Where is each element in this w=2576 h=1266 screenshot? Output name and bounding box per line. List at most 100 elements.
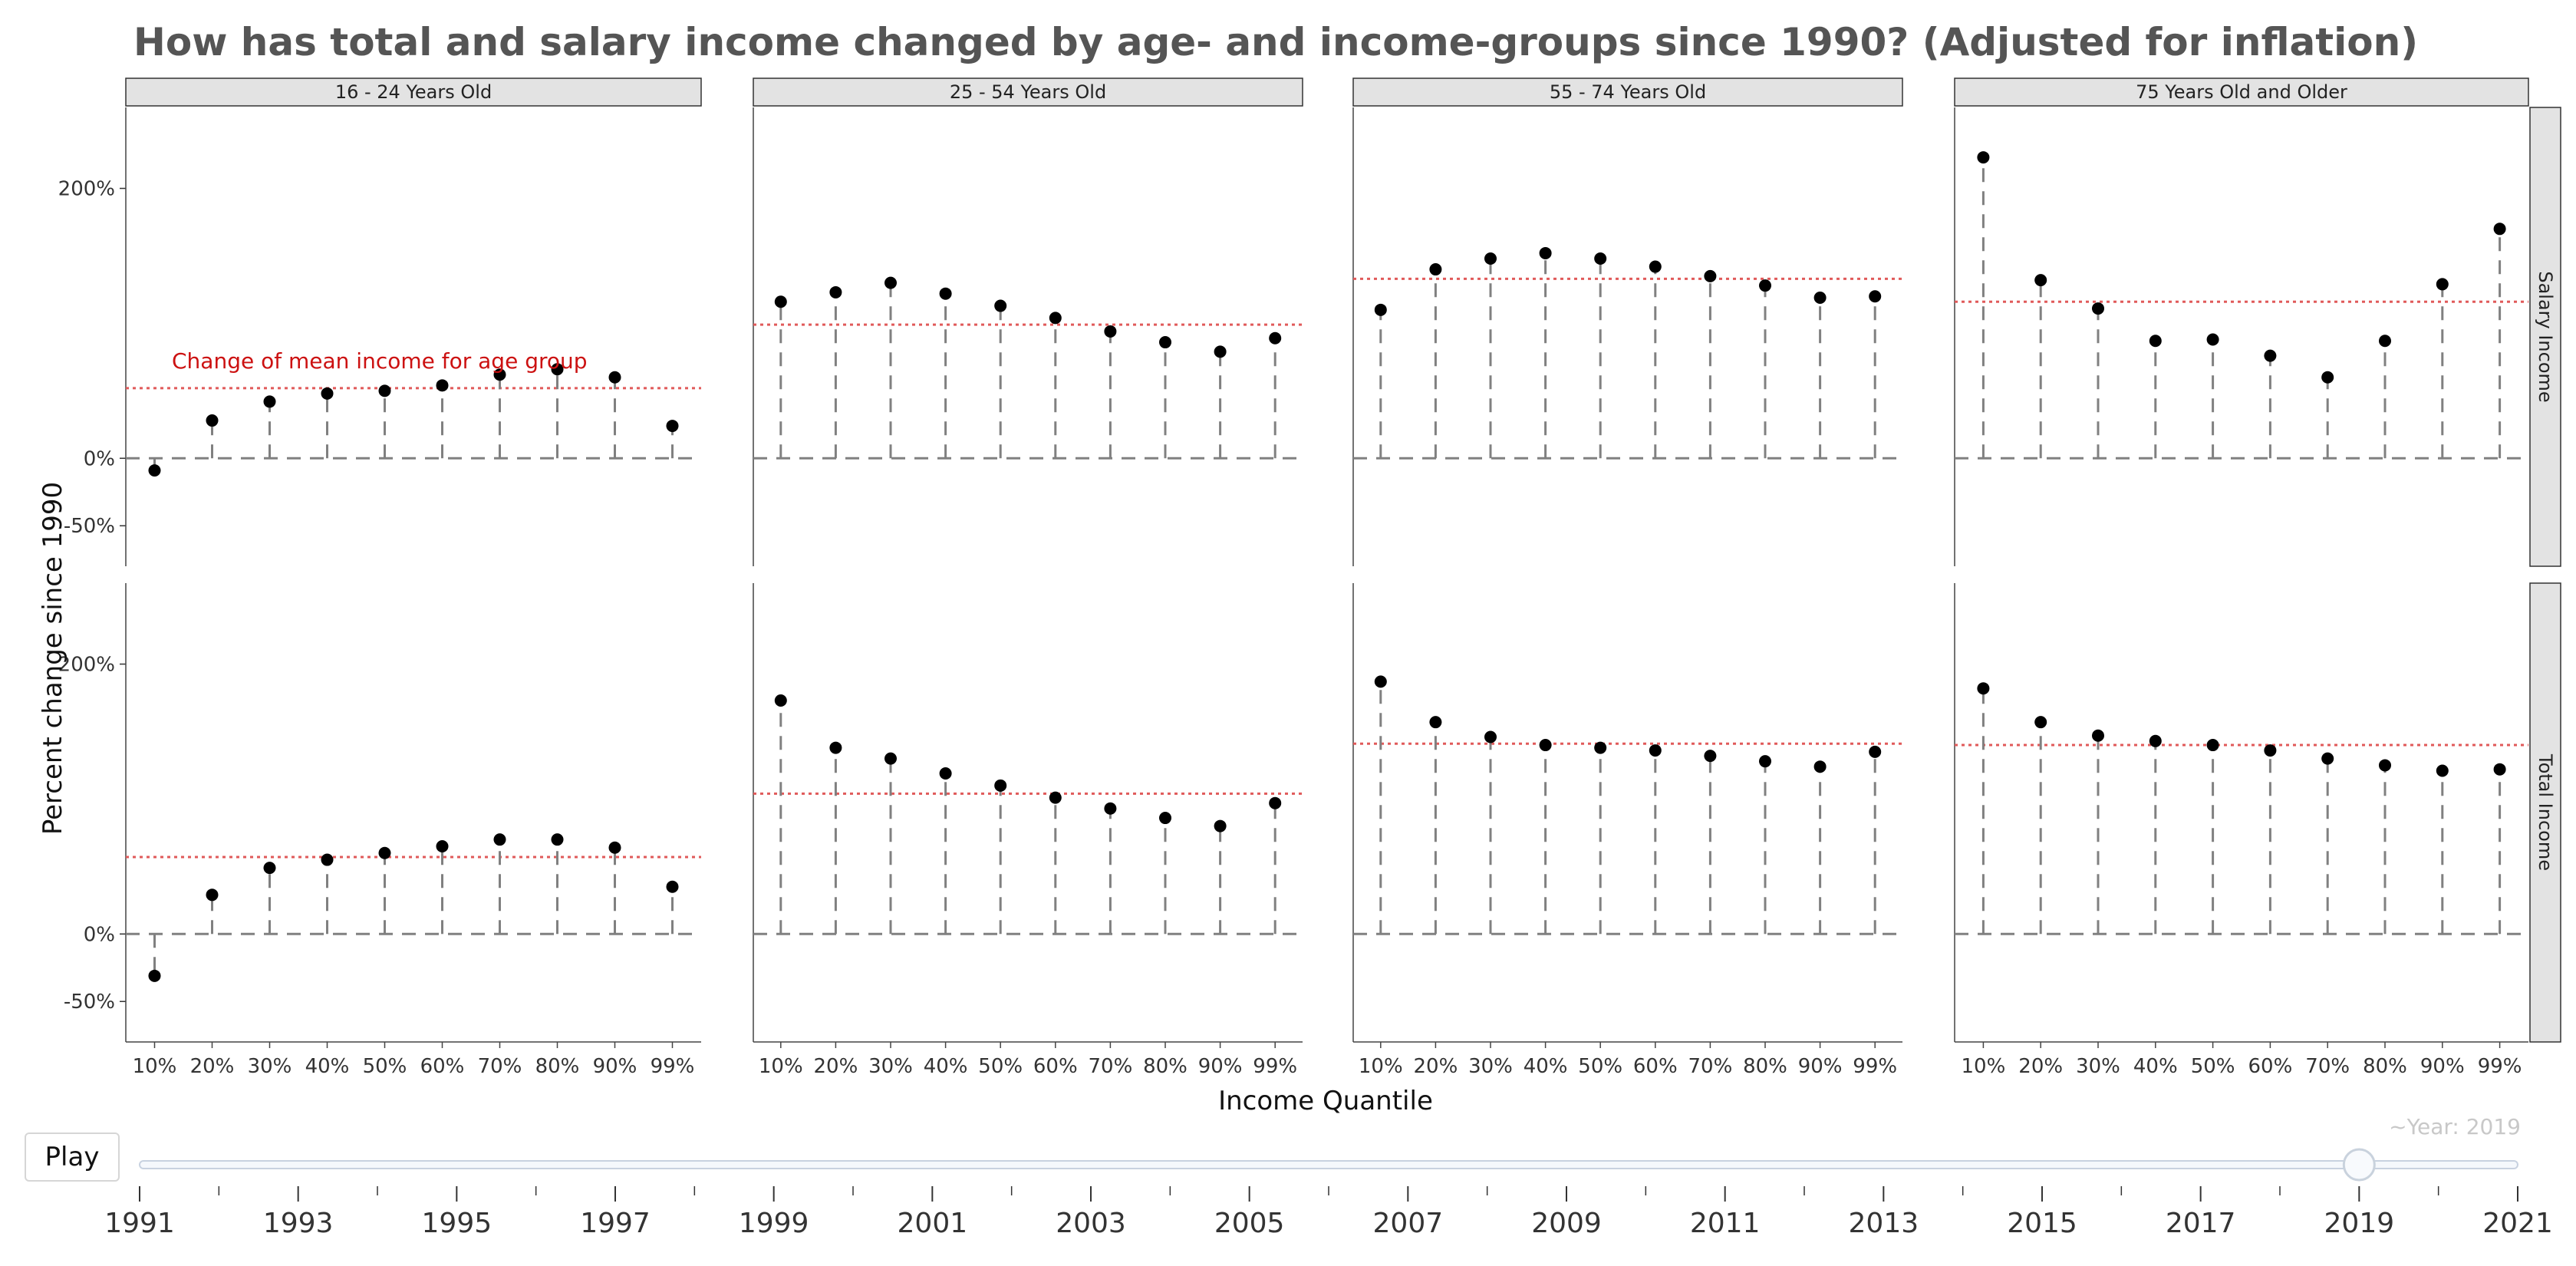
data-point [148, 969, 161, 982]
x-axis-title: Income Quantile [1218, 1086, 1433, 1116]
data-point [1429, 716, 1442, 729]
data-point [608, 841, 621, 854]
data-point [436, 379, 449, 392]
x-tick-label: 60% [1633, 1055, 1678, 1078]
data-point [551, 833, 564, 846]
x-tick-label: 70% [1688, 1055, 1733, 1078]
data-point [884, 752, 897, 765]
x-tick-label: 30% [2076, 1055, 2120, 1078]
y-tick-label: -50% [64, 991, 115, 1014]
x-tick-label: 80% [1143, 1055, 1188, 1078]
data-point [884, 276, 897, 289]
data-point [551, 363, 564, 376]
data-point [1214, 819, 1227, 832]
data-point [1704, 750, 1717, 763]
slider-year-label: 2017 [2166, 1208, 2236, 1239]
column-strip-label: 55 - 74 Years Old [1550, 81, 1706, 103]
x-tick-label: 10% [133, 1055, 177, 1078]
column-strip-label: 75 Years Old and Older [2136, 81, 2347, 103]
x-tick-label: 20% [814, 1055, 858, 1078]
y-tick-label: 200% [58, 654, 115, 677]
data-point [994, 299, 1007, 312]
data-point [2321, 752, 2334, 765]
data-point [1269, 796, 1282, 809]
data-point [829, 741, 842, 754]
slider-handle[interactable] [2342, 1148, 2376, 1182]
x-tick-label: 99% [1853, 1055, 1897, 1078]
data-point [321, 387, 334, 400]
data-point [1649, 744, 1662, 757]
data-point [2493, 763, 2506, 776]
slider-year-label: 2005 [1214, 1208, 1285, 1239]
data-point [666, 420, 679, 433]
data-point [2379, 759, 2391, 772]
data-point [263, 862, 276, 875]
data-point [1374, 675, 1387, 688]
data-point [2206, 333, 2219, 346]
column-strip [1954, 77, 2529, 107]
x-tick-label: 20% [2018, 1055, 2063, 1078]
data-point [2493, 223, 2506, 236]
x-tick-label: 50% [2191, 1055, 2235, 1078]
data-point [1813, 291, 1827, 304]
y-tick-label: 0% [84, 447, 115, 470]
x-tick-label: 80% [535, 1055, 580, 1078]
data-point [666, 880, 679, 893]
data-point [1759, 755, 1771, 768]
data-point [1869, 290, 1882, 303]
x-tick-label: 40% [924, 1055, 968, 1078]
data-point [1704, 269, 1717, 282]
data-point [321, 853, 334, 866]
data-point [939, 287, 952, 300]
data-point [1429, 263, 1442, 276]
x-tick-label: 80% [2363, 1055, 2407, 1078]
x-tick-label: 30% [248, 1055, 292, 1078]
data-point [774, 694, 787, 707]
slider-year-label: 2019 [2324, 1208, 2395, 1239]
data-point [939, 767, 952, 780]
data-point [2321, 371, 2334, 384]
data-point [2436, 278, 2449, 291]
data-point [436, 839, 449, 852]
slider-year-label: 2003 [1056, 1208, 1126, 1239]
slider-year-label: 2007 [1373, 1208, 1444, 1239]
x-tick-label: 70% [2305, 1055, 2350, 1078]
play-button[interactable]: Play [25, 1132, 120, 1182]
y-tick-label: 0% [84, 923, 115, 946]
x-tick-label: 70% [1089, 1055, 1133, 1078]
slider-year-label: 1993 [263, 1208, 334, 1239]
column-strip-label: 25 - 54 Years Old [950, 81, 1106, 103]
slider-year-label: 2001 [898, 1208, 968, 1239]
x-tick-label: 40% [2133, 1055, 2178, 1078]
data-point [1649, 260, 1662, 273]
data-point [1539, 739, 1552, 752]
slider-track[interactable] [139, 1160, 2518, 1169]
row-strip-label: Salary Income [2535, 271, 2556, 402]
chart-title: How has total and salary income changed … [133, 20, 2418, 64]
x-tick-label: 30% [868, 1055, 913, 1078]
data-point [1539, 246, 1552, 259]
x-tick-label: 90% [593, 1055, 637, 1078]
slider-year-label: 1999 [739, 1208, 809, 1239]
row-strip [2529, 582, 2561, 1043]
slider-year-label: 1997 [580, 1208, 651, 1239]
data-point [1594, 252, 1607, 265]
data-point [263, 395, 276, 408]
data-point [2092, 729, 2104, 742]
x-tick-label: 10% [1962, 1055, 2006, 1078]
data-point [1049, 312, 1062, 325]
year-slider[interactable]: 1991 1993 1995 1997 1999 2001 2003 2005 2007 2009… [104, 1148, 2553, 1239]
data-point [1214, 345, 1227, 358]
column-strip [125, 77, 702, 107]
mean-annotation: Change of mean income for age group [172, 348, 588, 374]
data-point [206, 889, 219, 902]
data-point [378, 384, 391, 397]
y-tick-label: 200% [58, 178, 115, 201]
x-tick-label: 10% [759, 1055, 803, 1078]
x-tick-label: 20% [190, 1055, 235, 1078]
data-point [1977, 151, 1990, 164]
x-tick-label: 99% [651, 1055, 695, 1078]
data-point [1374, 303, 1387, 316]
slider-year-label: 1991 [104, 1208, 175, 1239]
